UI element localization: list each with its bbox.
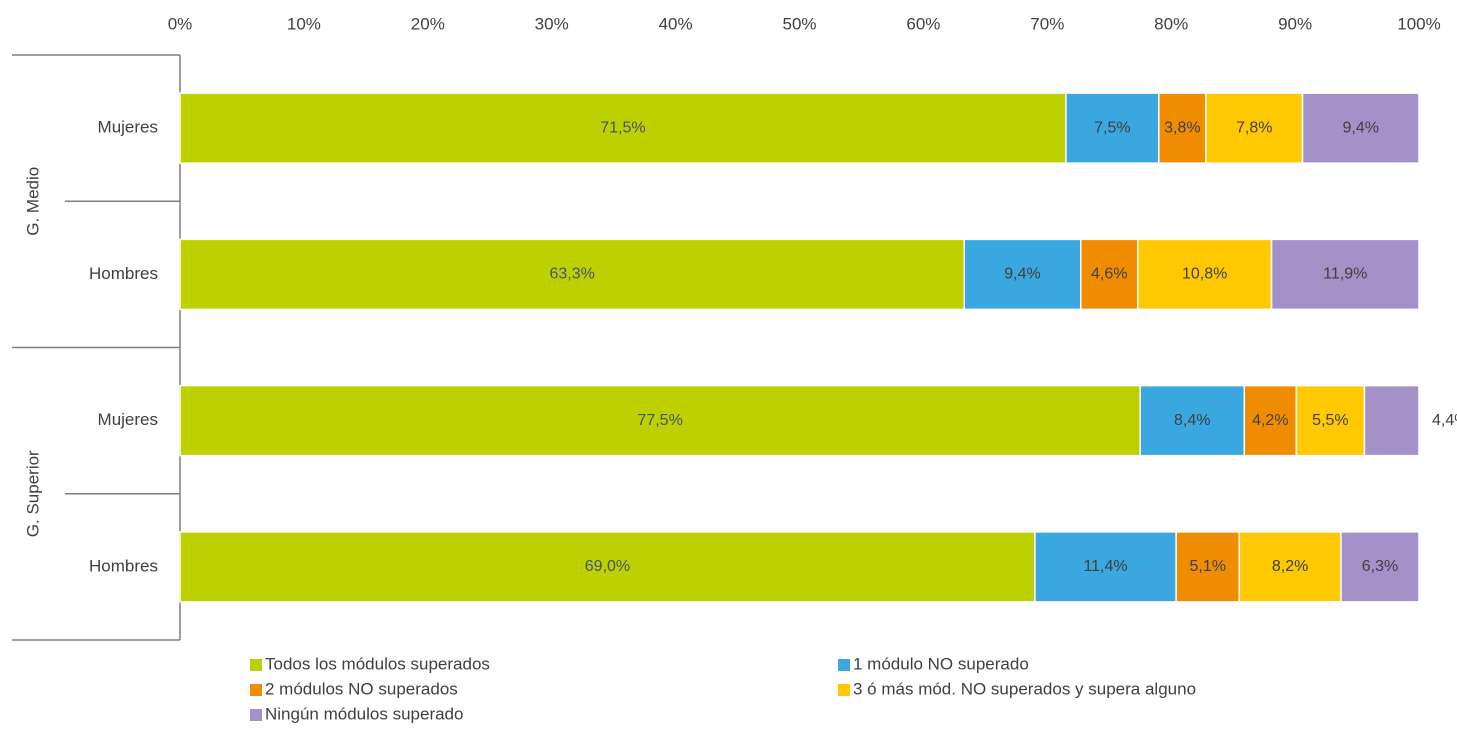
value-label: 69,0% [585,558,630,575]
bar-segment [1205,92,1304,164]
value-label: 10,8% [1182,266,1227,283]
legend-label: 2 módulos NO superados [265,679,458,698]
value-label: 7,8% [1236,119,1272,136]
group-label: G. Superior [23,450,42,537]
bar-segment [1175,531,1241,603]
x-tick-label: 0% [168,14,193,33]
bar-segment [1270,238,1420,311]
y-tick-label: Mujeres [98,410,158,429]
value-label: 9,4% [1343,119,1379,136]
value-label: 11,4% [1083,558,1127,575]
bar-segment [1363,384,1420,457]
x-tick-label: 70% [1030,14,1064,33]
legend-label: Todos los módulos superados [265,654,490,673]
x-tick-label: 30% [535,14,569,33]
bar-segment [1080,238,1139,311]
x-tick-label: 40% [659,14,693,33]
legend-swatch [838,659,850,671]
bar-segment [1243,384,1298,457]
legend-label: 3 ó más mód. NO superados y supera algun… [853,679,1196,698]
bar-segment [1340,531,1420,603]
y-tick-label: Mujeres [98,118,158,137]
value-label: 4,2% [1252,412,1288,429]
x-tick-label: 100% [1397,14,1440,33]
legend-swatch [250,659,262,671]
value-label: 8,2% [1272,558,1308,575]
bar-segment [1136,238,1273,311]
value-label: 5,1% [1190,558,1226,575]
value-label: 6,3% [1362,558,1398,575]
value-label: 11,9% [1323,266,1367,283]
legend-swatch [838,684,850,696]
y-tick-label: Hombres [89,264,158,283]
bar-segment [963,238,1082,311]
bar-segment [179,238,966,311]
x-tick-label: 60% [906,14,940,33]
bar-segment [1139,384,1246,457]
bar-segment [179,92,1067,164]
value-label: 5,5% [1312,412,1348,429]
value-label: 63,3% [549,266,594,283]
value-label: 4,4% [1432,412,1457,429]
value-label: 3,8% [1164,119,1200,136]
value-label: 8,4% [1174,412,1210,429]
value-label: 4,6% [1091,266,1127,283]
x-tick-label: 50% [782,14,816,33]
legend-swatch [250,684,262,696]
x-tick-label: 10% [287,14,321,33]
bar-segment [1238,531,1342,603]
value-label: 9,4% [1004,266,1040,283]
legend-label: Ningún módulos superado [265,704,463,723]
x-tick-label: 20% [411,14,445,33]
legend-swatch [250,709,262,721]
group-label: G. Medio [23,167,42,236]
bar-segment [179,384,1141,457]
legend-label: 1 módulo NO superado [853,654,1029,673]
bar-segment [1301,92,1420,164]
value-label: 71,5% [600,119,645,136]
bar-segment [1295,384,1366,457]
value-label: 7,5% [1094,119,1130,136]
x-tick-label: 80% [1154,14,1188,33]
y-tick-label: Hombres [89,556,158,575]
value-label: 77,5% [637,412,682,429]
x-tick-label: 90% [1278,14,1312,33]
